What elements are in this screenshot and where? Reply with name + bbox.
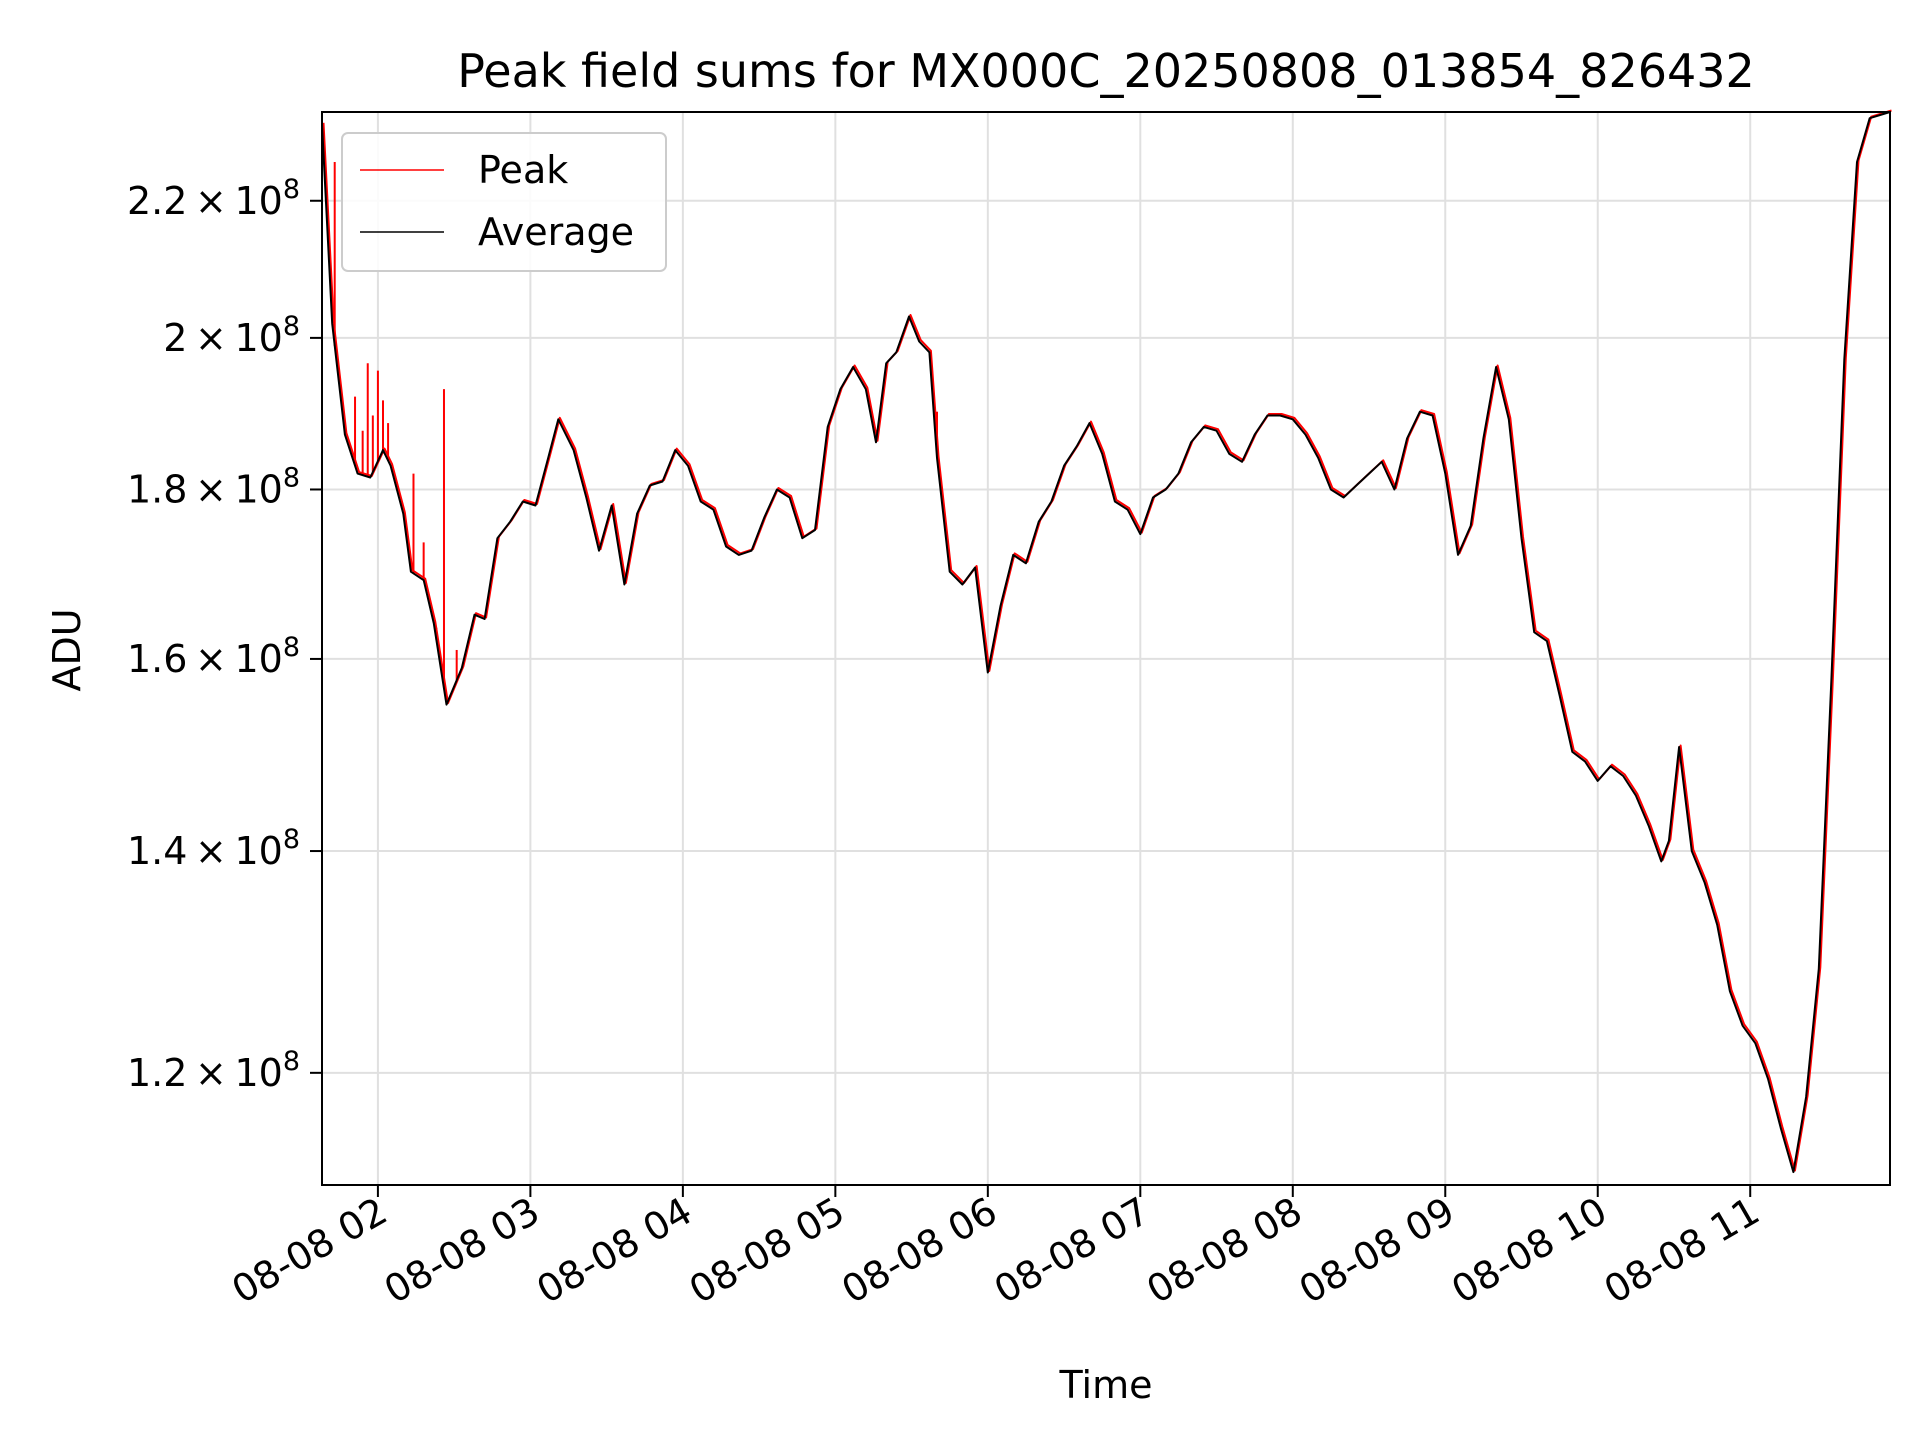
x-tick-label: 08-08 05: [682, 1189, 852, 1313]
legend: Peak Average: [341, 132, 667, 272]
x-tick-label: 08-08 06: [834, 1189, 1004, 1313]
x-tick-label: 08-08 11: [1597, 1189, 1767, 1313]
x-tick-label: 08-08 08: [1139, 1189, 1309, 1313]
plot-lines: [321, 109, 1892, 1174]
series-line-average: [321, 111, 1891, 1174]
legend-box: [341, 132, 667, 272]
y-axis-title: ADU: [45, 608, 89, 691]
x-tick-label: 08-08 07: [987, 1189, 1157, 1313]
y-axis: 1.2 × 108 1.4 × 108 1.6 × 108 1.8 × 108 2 × …: [127, 174, 322, 1095]
y-tick-label: 2 × 108: [163, 311, 300, 360]
legend-label-average: Average: [478, 210, 634, 254]
y-tick-label: 1.8 × 108: [127, 462, 300, 511]
x-tick-label: 08-08 04: [529, 1189, 699, 1313]
x-tick-label: 08-08 09: [1292, 1189, 1462, 1313]
y-tick-label: 2.2 × 108: [127, 174, 300, 223]
series-line-peak: [322, 109, 1892, 1172]
legend-label-peak: Peak: [478, 148, 568, 192]
x-axis-title: Time: [1059, 1363, 1153, 1407]
chart-title: Peak field sums for MX000C_20250808_0138…: [457, 44, 1755, 98]
y-tick-label: 1.4 × 108: [127, 824, 300, 873]
y-tick-label: 1.6 × 108: [127, 632, 300, 681]
grid: [322, 112, 1890, 1185]
x-tick-label: 08-08 03: [377, 1189, 547, 1313]
x-tick-label: 08-08 10: [1444, 1189, 1614, 1313]
x-tick-label: 08-08 02: [224, 1189, 394, 1313]
plot-frame: [321, 111, 1891, 1186]
y-tick-label: 1.2 × 108: [127, 1046, 300, 1095]
